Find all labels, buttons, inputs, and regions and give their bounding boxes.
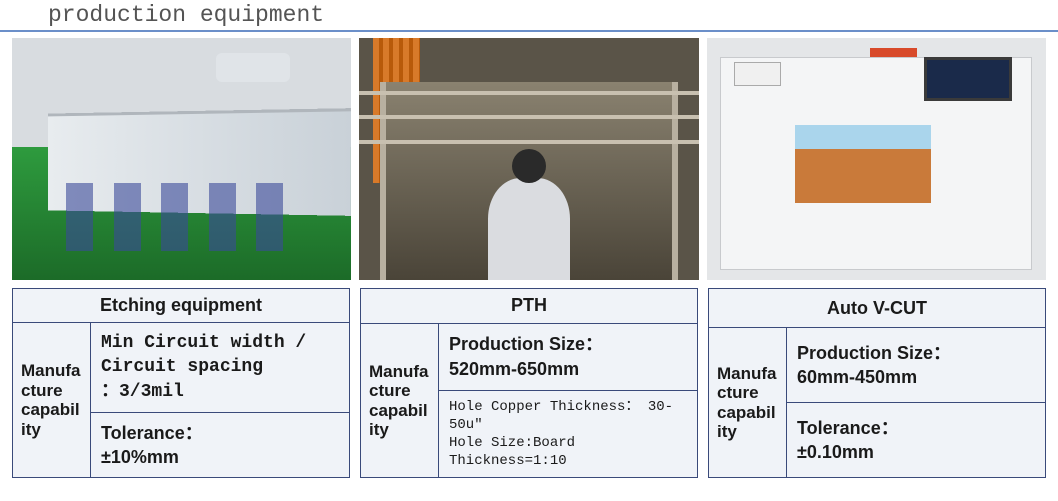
etching-equipment-photo	[12, 38, 351, 280]
pth-spec-table: PTH Manufacture capability Production Si…	[360, 288, 698, 478]
etching-spec-table: Etching equipment Manufacture capability…	[12, 288, 350, 478]
spec-tables-row: Etching equipment Manufacture capability…	[0, 284, 1058, 478]
table-header: Etching equipment	[13, 289, 350, 323]
title-underline	[0, 30, 1058, 32]
spec-cell: Hole Copper Thickness： 30-50u″Hole Size:…	[439, 390, 698, 478]
row-label: Manufacture capability	[709, 328, 787, 478]
spec-cell: Min Circuit width / Circuit spacing：3/3m…	[91, 323, 350, 413]
spec-cell: Tolerance：±0.10mm	[787, 403, 1046, 478]
section-title-text: production equipment	[48, 2, 324, 28]
spec-cell: Production Size：520mm-650mm	[439, 323, 698, 390]
spec-cell: Production Size：60mm-450mm	[787, 328, 1046, 403]
vcut-equipment-photo	[707, 38, 1046, 280]
row-label: Manufacture capability	[361, 323, 439, 478]
vcut-spec-table: Auto V-CUT Manufacture capability Produc…	[708, 288, 1046, 478]
pth-equipment-photo	[359, 38, 698, 280]
table-header: PTH	[361, 289, 698, 324]
section-title: production equipment	[0, 0, 1058, 30]
equipment-images-row	[0, 30, 1058, 284]
spec-cell: Tolerance：±10%mm	[91, 412, 350, 478]
row-label: Manufacture capability	[13, 323, 91, 478]
table-header: Auto V-CUT	[709, 289, 1046, 328]
